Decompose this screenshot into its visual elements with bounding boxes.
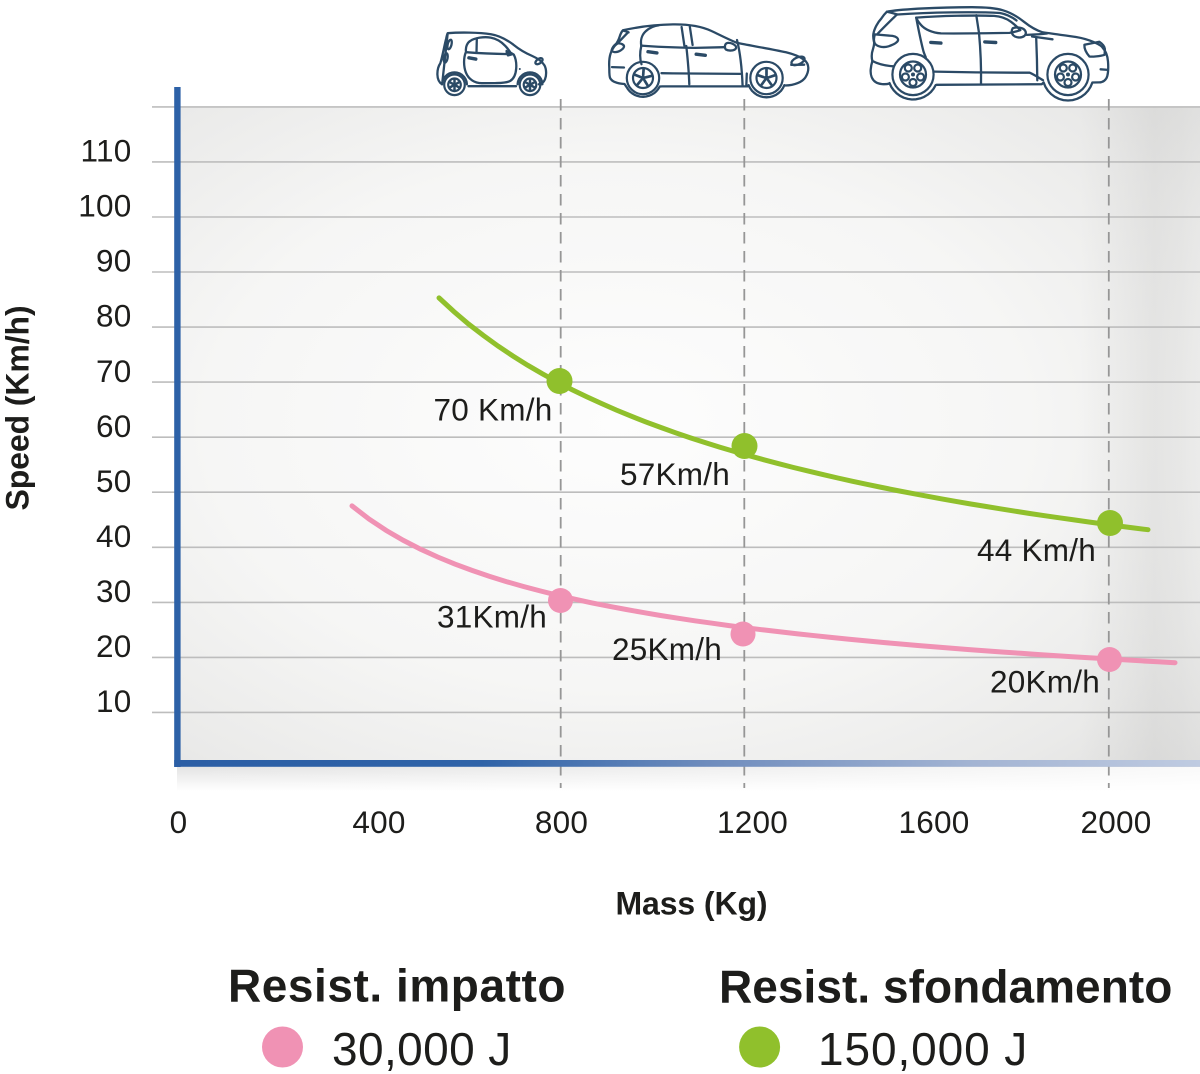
svg-text:1600: 1600	[898, 804, 969, 840]
svg-text:20: 20	[96, 628, 132, 664]
svg-text:400: 400	[352, 804, 405, 840]
svg-text:150,000 J: 150,000 J	[818, 1023, 1028, 1074]
svg-text:30,000 J: 30,000 J	[332, 1023, 512, 1074]
svg-text:40: 40	[96, 518, 132, 554]
svg-text:1200: 1200	[717, 804, 788, 840]
svg-text:Speed (Km/h): Speed (Km/h)	[0, 305, 36, 510]
svg-text:Mass (Kg): Mass (Kg)	[615, 886, 767, 922]
svg-text:70: 70	[96, 353, 132, 389]
svg-text:60: 60	[96, 408, 132, 444]
svg-text:2000: 2000	[1080, 804, 1151, 840]
svg-text:20Km/h: 20Km/h	[990, 664, 1100, 700]
svg-text:110: 110	[81, 133, 132, 169]
svg-text:80: 80	[96, 298, 132, 334]
svg-text:Resist. sfondamento: Resist. sfondamento	[719, 960, 1172, 1012]
svg-text:10: 10	[96, 683, 132, 719]
svg-text:90: 90	[96, 243, 132, 279]
svg-text:25Km/h: 25Km/h	[612, 631, 722, 667]
svg-text:Resist. impatto: Resist. impatto	[228, 959, 566, 1011]
svg-text:44 Km/h: 44 Km/h	[977, 532, 1096, 568]
svg-text:57Km/h: 57Km/h	[620, 456, 730, 492]
svg-text:70 Km/h: 70 Km/h	[434, 391, 553, 427]
svg-text:30: 30	[96, 573, 132, 609]
svg-text:0: 0	[170, 804, 188, 840]
svg-text:800: 800	[535, 804, 588, 840]
svg-text:50: 50	[96, 463, 132, 499]
svg-text:31Km/h: 31Km/h	[437, 599, 547, 635]
svg-text:100: 100	[78, 188, 131, 224]
